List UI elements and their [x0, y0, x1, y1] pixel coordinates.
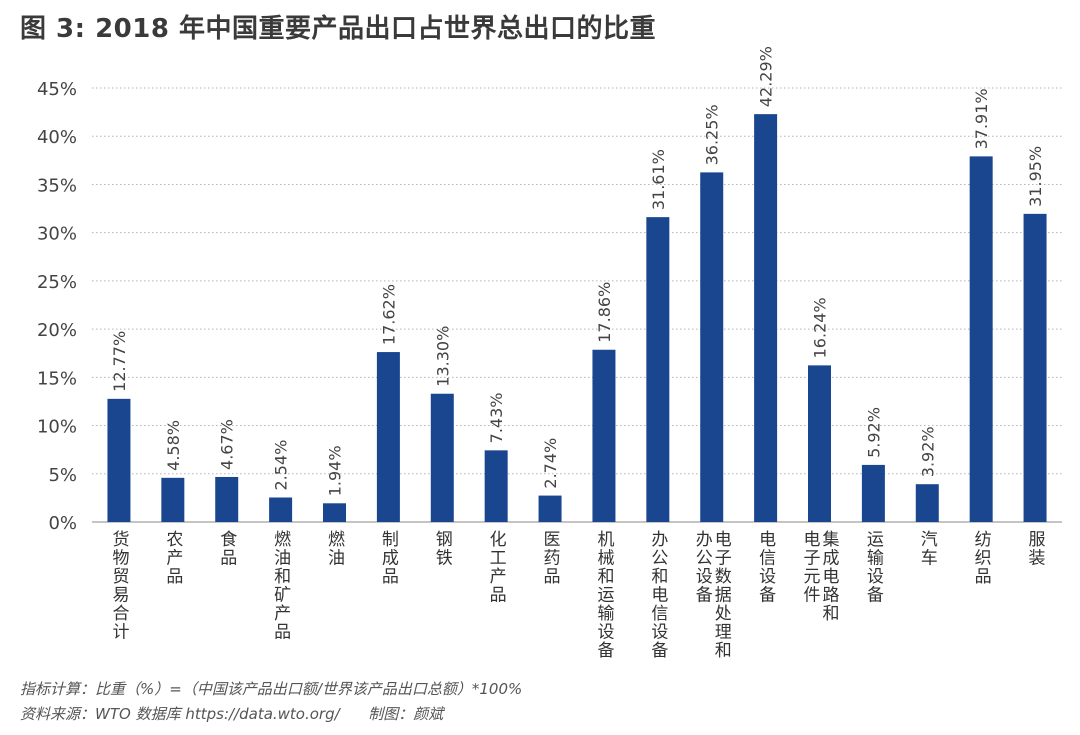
bar: [754, 114, 778, 522]
data-label: 2.74%: [541, 438, 560, 489]
bar: [269, 497, 293, 522]
x-category-label: 办公设备: [696, 530, 713, 606]
x-category-label: 农产品: [166, 530, 183, 587]
x-category-label: 电信设备: [759, 530, 776, 606]
x-category-label: 医药品: [544, 530, 561, 587]
x-category-label: 办公和电信设备: [651, 530, 668, 661]
x-category-label: 燃油: [328, 530, 345, 569]
data-source: 资料来源：WTO 数据库 https://data.wto.org/: [20, 705, 340, 723]
data-label: 17.62%: [379, 284, 398, 345]
y-tick-label: 15%: [37, 368, 77, 389]
x-category-label: 化工产品: [490, 530, 507, 606]
bar: [215, 476, 239, 522]
data-label: 4.58%: [164, 420, 183, 471]
y-tick-label: 45%: [37, 79, 77, 100]
data-label: 3.92%: [918, 426, 937, 477]
bar: [323, 503, 346, 522]
data-label: 31.95%: [1026, 146, 1045, 207]
data-label: 42.29%: [757, 46, 776, 107]
chart-title: 图 3: 2018 年中国重要产品出口占世界总出口的比重: [20, 14, 657, 44]
x-category-label: 钢铁: [436, 530, 453, 569]
data-label: 13.30%: [433, 326, 452, 387]
x-category-label: 机械和运输设备: [597, 530, 614, 661]
data-label: 17.86%: [595, 282, 614, 343]
y-tick-label: 0%: [48, 513, 77, 534]
bar: [700, 172, 724, 522]
y-tick-label: 20%: [37, 320, 77, 341]
bar: [376, 352, 400, 522]
y-tick-label: 40%: [37, 127, 77, 148]
x-category-label: 燃油和矿产品: [274, 530, 291, 643]
data-label: 36.25%: [703, 104, 722, 165]
bar: [107, 398, 131, 522]
bar: [969, 156, 993, 523]
data-label: 1.94%: [326, 445, 345, 496]
source-line: 资料来源：WTO 数据库 https://data.wto.org/ 制图：颜斌: [20, 703, 443, 724]
bar: [808, 365, 831, 522]
data-label: 16.24%: [811, 297, 830, 358]
y-tick-label: 35%: [37, 175, 77, 196]
x-category-label: 制成品: [382, 530, 399, 587]
x-category-label: 汽车: [921, 530, 938, 569]
x-category-label: 运输设备: [867, 530, 884, 606]
x-category-label: 食品: [220, 530, 237, 569]
data-label: 31.61%: [649, 149, 668, 210]
chart-credit: 制图：颜斌: [368, 705, 444, 723]
bar: [915, 484, 939, 522]
y-tick-label: 25%: [37, 272, 77, 293]
data-label: 4.67%: [218, 419, 237, 470]
data-label: 7.43%: [487, 393, 506, 444]
x-category-label: 电子数据处理和: [715, 530, 732, 661]
bar: [430, 393, 454, 522]
x-category-label: 服装: [1029, 530, 1046, 569]
calculation-note: 指标计算：比重（%）=（中国该产品出口额/世界该产品出口总额）*100%: [20, 680, 523, 698]
bar: [1023, 213, 1047, 523]
bar: [484, 450, 508, 522]
data-label: 2.54%: [272, 440, 291, 491]
bar: [538, 495, 562, 522]
x-category-label: 电子元件: [804, 530, 821, 606]
bar: [161, 477, 185, 522]
bar: [646, 217, 670, 523]
y-tick-label: 5%: [48, 465, 77, 486]
x-category-label: 纺织品: [975, 530, 992, 587]
data-label: 12.77%: [110, 331, 129, 392]
data-label: 5.92%: [864, 407, 883, 458]
x-category-label: 货物贸易合计: [112, 530, 129, 643]
y-tick-label: 30%: [37, 224, 77, 245]
bar: [861, 464, 885, 522]
bar: [592, 349, 616, 522]
data-label: 37.91%: [972, 88, 991, 149]
x-category-label: 集成电路和: [823, 530, 840, 624]
y-tick-label: 10%: [37, 417, 77, 438]
